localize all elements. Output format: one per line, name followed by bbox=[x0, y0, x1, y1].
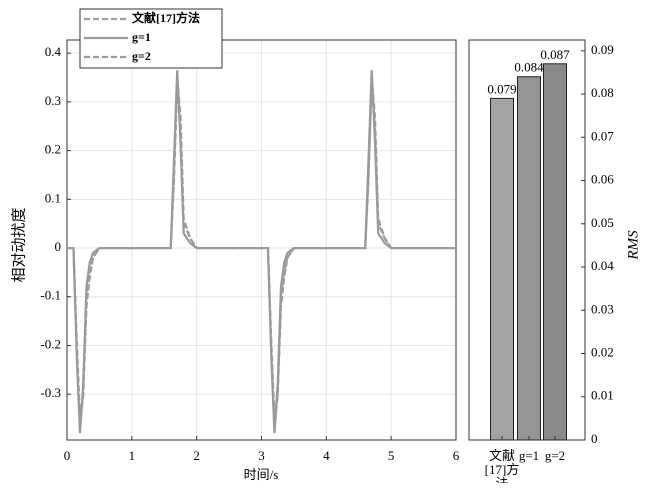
y-axis-label: 相对动扰度 bbox=[10, 207, 27, 282]
series-line bbox=[67, 77, 456, 419]
y-tick-label: 0.2 bbox=[45, 142, 61, 157]
y-tick-label: -0.2 bbox=[40, 336, 61, 351]
y2-tick-label: 0.06 bbox=[591, 172, 614, 187]
y2-tick-label: 0.02 bbox=[591, 344, 614, 359]
legend-label: g=2 bbox=[132, 49, 151, 63]
x-tick-label: 6 bbox=[453, 448, 460, 463]
x-tick-label: 3 bbox=[258, 448, 265, 463]
y-tick-label: 0.1 bbox=[45, 190, 61, 205]
value-label: 0.084 bbox=[514, 60, 544, 75]
x-axis-label: 时间/s bbox=[244, 467, 279, 482]
bar bbox=[543, 63, 567, 441]
y2-tick-label: 0.01 bbox=[591, 388, 614, 403]
y2-tick-label: 0.03 bbox=[591, 301, 614, 316]
x-tick-label: 0 bbox=[64, 448, 71, 463]
y2-tick-label: 0.09 bbox=[591, 42, 614, 57]
y-tick-label: 0 bbox=[55, 239, 62, 254]
y-tick-label: -0.3 bbox=[40, 385, 61, 400]
y-tick-label: -0.1 bbox=[40, 288, 61, 303]
x-tick-label: 1 bbox=[129, 448, 136, 463]
y-tick-label: 0.3 bbox=[45, 93, 61, 108]
value-label: 0.079 bbox=[487, 81, 516, 96]
y2-tick-label: 0.04 bbox=[591, 258, 614, 273]
x-tick-label: 2 bbox=[193, 448, 200, 463]
plot-layer bbox=[66, 40, 457, 440]
x-tick-label-box: g=2 bbox=[544, 449, 566, 463]
y-tick-label: 0.4 bbox=[45, 44, 62, 59]
y2-tick-label: 0.05 bbox=[591, 215, 614, 230]
bar bbox=[490, 97, 514, 441]
x-tick-label-box: g=1 bbox=[518, 449, 540, 463]
x-tick-label: 4 bbox=[323, 448, 330, 463]
y2-tick-label: 0.07 bbox=[591, 128, 614, 143]
y2-tick-label: 0.08 bbox=[591, 85, 614, 100]
y2-tick-label: 0 bbox=[591, 431, 598, 446]
legend-label: 文献[17]方法 bbox=[132, 10, 200, 25]
x-tick-label-box: 文献[17]方法 bbox=[484, 449, 520, 483]
value-label: 0.087 bbox=[540, 47, 570, 62]
x-tick-label: 文献[17]方法 bbox=[484, 449, 520, 483]
x-tick-label: 5 bbox=[388, 448, 395, 463]
x-tick-label: g=2 bbox=[544, 449, 566, 463]
x-tick-label: g=1 bbox=[518, 449, 540, 463]
y2-axis-label: RMS bbox=[625, 230, 641, 261]
legend-label: g=1 bbox=[132, 30, 151, 44]
bar bbox=[517, 76, 541, 441]
